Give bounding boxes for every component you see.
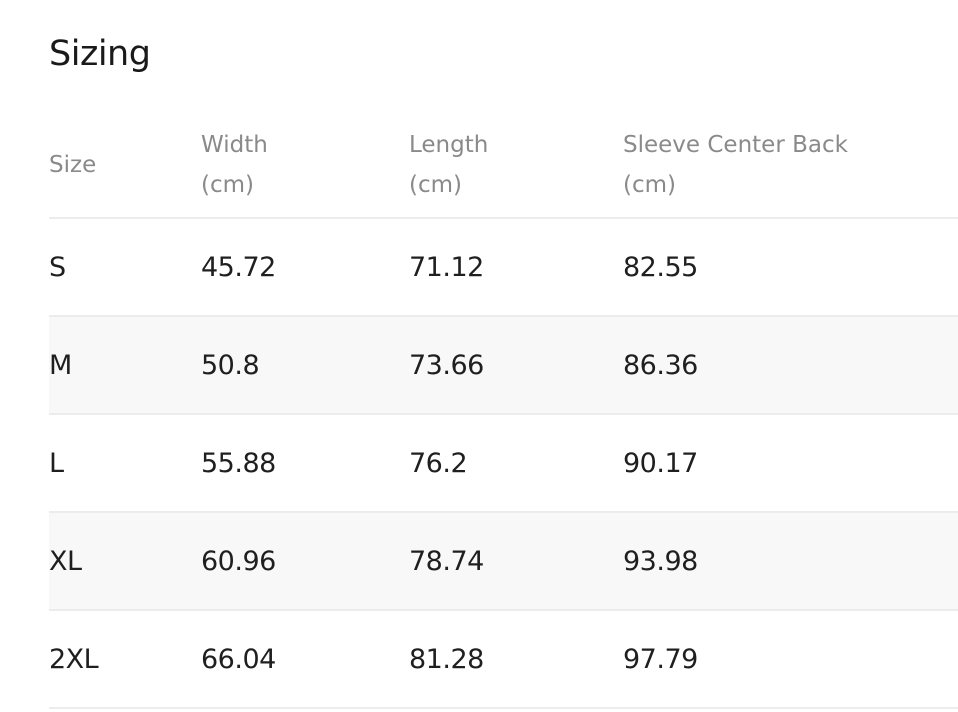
table-cell: 78.74	[409, 512, 623, 611]
section-title: Sizing	[49, 34, 151, 74]
table-body: S 45.72 71.12 82.55 M 50.8 73.66 86.36 L 55.88 76.…	[49, 218, 958, 709]
table-row: 2XL 66.04 81.28 97.79	[49, 610, 958, 709]
table-row: XL 60.96 78.74 93.98	[49, 512, 958, 611]
table-row: L 55.88 76.2 90.17	[49, 414, 958, 513]
table-cell: XL	[49, 512, 201, 611]
column-header-text: Length (cm)	[409, 132, 489, 198]
table-cell: 60.96	[201, 512, 409, 611]
table-cell: 93.98	[623, 512, 958, 611]
table-cell: 90.17	[623, 414, 958, 513]
table-cell: 71.12	[409, 218, 623, 317]
table-cell: L	[49, 414, 201, 513]
table-cell: 81.28	[409, 610, 623, 709]
table-head: Size Width (cm) Length (cm) Sleeve Center B…	[49, 113, 958, 219]
table-cell: M	[49, 316, 201, 415]
column-header-text: Size	[49, 152, 97, 178]
header-row: Size Width (cm) Length (cm) Sleeve Center B…	[49, 113, 958, 219]
table-cell: 97.79	[623, 610, 958, 709]
column-header: Width (cm)	[201, 113, 409, 219]
table-cell: 66.04	[201, 610, 409, 709]
table-cell: 76.2	[409, 414, 623, 513]
column-header: Size	[49, 113, 201, 219]
table-cell: 86.36	[623, 316, 958, 415]
table-cell: 55.88	[201, 414, 409, 513]
column-header-text: Width (cm)	[201, 132, 268, 198]
sizing-table: Size Width (cm) Length (cm) Sleeve Center B…	[49, 113, 958, 709]
table-row: M 50.8 73.66 86.36	[49, 316, 958, 415]
table-cell: 50.8	[201, 316, 409, 415]
table-cell: 45.72	[201, 218, 409, 317]
table-cell: 82.55	[623, 218, 958, 317]
column-header: Sleeve Center Back (cm)	[623, 113, 958, 219]
table-cell: S	[49, 218, 201, 317]
table-row: S 45.72 71.12 82.55	[49, 218, 958, 317]
column-header-text: Sleeve Center Back (cm)	[623, 132, 848, 198]
table-cell: 2XL	[49, 610, 201, 709]
column-header: Length (cm)	[409, 113, 623, 219]
table-cell: 73.66	[409, 316, 623, 415]
